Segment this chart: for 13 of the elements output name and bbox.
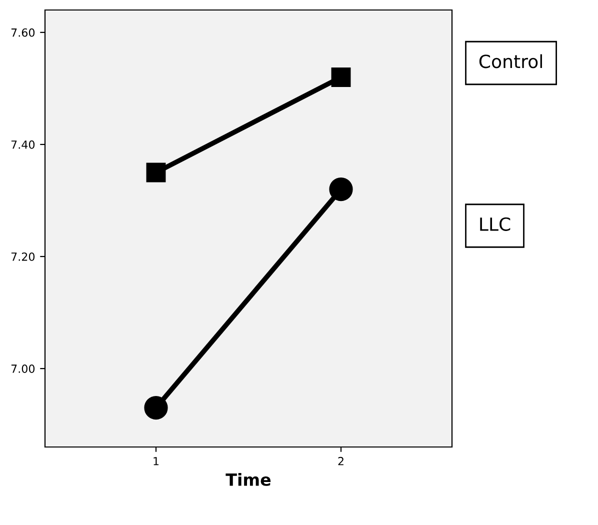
y-tick-label: 7.20 <box>11 252 35 261</box>
text: Control <box>479 54 542 68</box>
point <box>329 177 353 202</box>
point <box>144 396 168 420</box>
y-tick-label: 7.00 <box>11 364 35 373</box>
x-axis-title: Time <box>226 473 271 486</box>
point <box>331 68 351 87</box>
y-tick-label: 7.60 <box>11 28 35 37</box>
y-tick-label: 7.40 <box>11 140 35 149</box>
x-tick-label: 1 <box>154 457 159 466</box>
text: LLC <box>480 217 510 231</box>
x-tick-label: 2 <box>338 456 344 466</box>
point <box>146 162 166 182</box>
